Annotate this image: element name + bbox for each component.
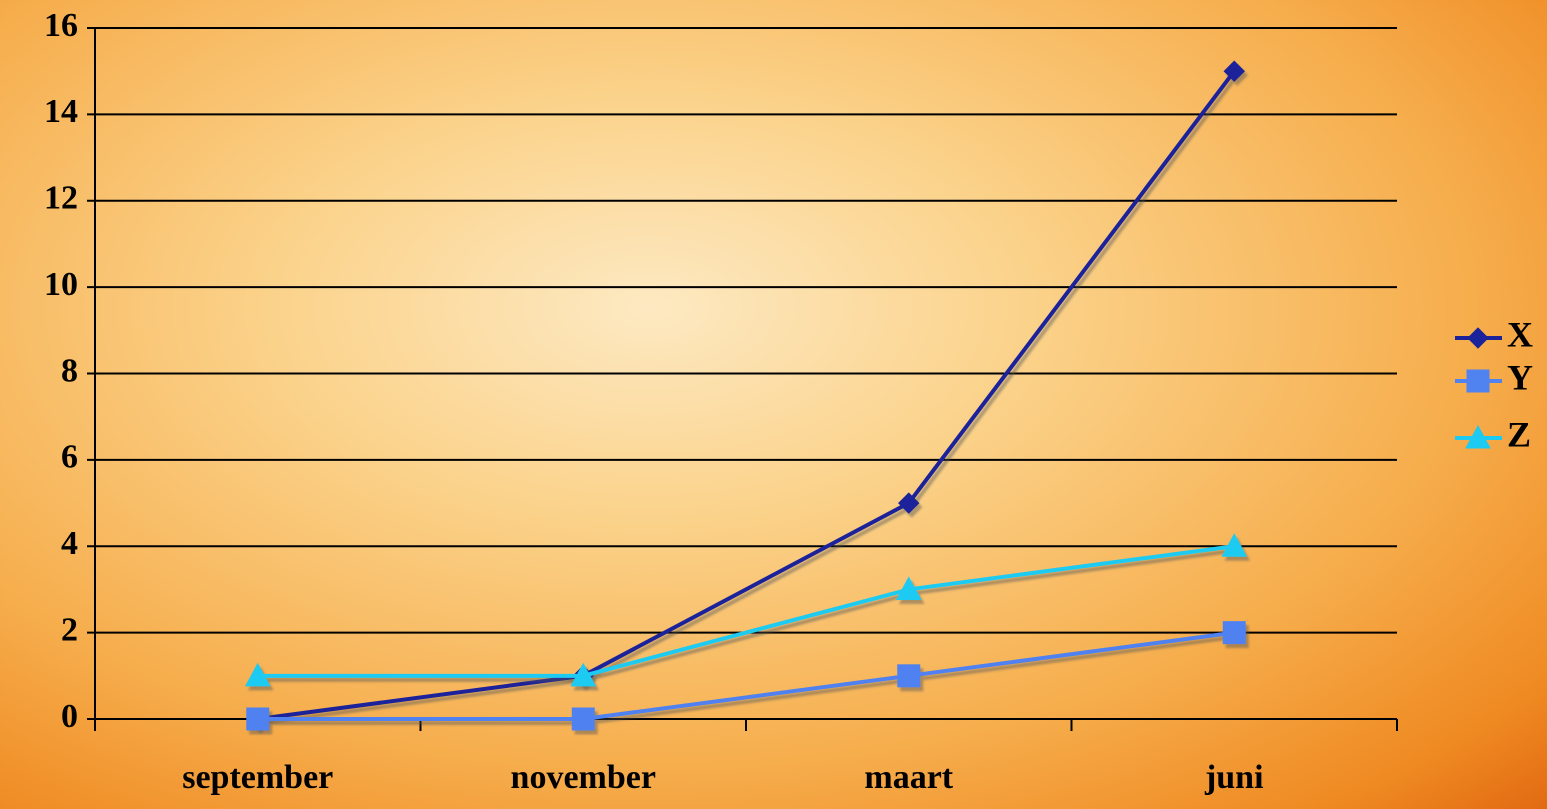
- point: [244, 662, 271, 687]
- point: [1222, 621, 1246, 645]
- legend-marker: [1467, 327, 1489, 349]
- legend-item: Z: [1455, 414, 1531, 454]
- x-tick-label: november: [511, 759, 656, 796]
- point: [1221, 533, 1248, 557]
- y-tick-label: 10: [44, 266, 78, 303]
- series: [246, 621, 1246, 731]
- series: [244, 533, 1248, 687]
- y-tick-label: 0: [61, 698, 78, 735]
- y-tick-label: 8: [61, 352, 78, 389]
- point: [1223, 60, 1245, 82]
- x-tick-label: juni: [1204, 759, 1264, 796]
- legend-item: Y: [1455, 357, 1533, 397]
- y-tick-label: 16: [44, 7, 78, 44]
- y-tick-label: 6: [61, 439, 78, 476]
- series-line: [257, 630, 1235, 721]
- legend-marker: [1465, 424, 1491, 449]
- y-tick-label: 14: [44, 93, 78, 130]
- point: [898, 492, 920, 514]
- point: [571, 707, 595, 731]
- point: [897, 664, 921, 688]
- legend-label: Z: [1507, 414, 1531, 454]
- legend-label: Y: [1507, 357, 1533, 397]
- y-tick-label: 4: [61, 525, 78, 562]
- series-line: [257, 69, 1236, 721]
- y-tick-label: 12: [44, 180, 78, 217]
- legend-marker: [1466, 369, 1490, 393]
- y-tick-label: 2: [61, 611, 78, 648]
- point: [570, 662, 597, 687]
- series-line: [257, 544, 1235, 678]
- x-tick-label: maart: [864, 759, 953, 796]
- series: [247, 60, 1245, 730]
- point: [246, 707, 270, 731]
- legend-item: X: [1455, 314, 1533, 354]
- point: [895, 576, 922, 600]
- x-tick-label: september: [182, 759, 333, 796]
- legend-label: X: [1507, 314, 1533, 354]
